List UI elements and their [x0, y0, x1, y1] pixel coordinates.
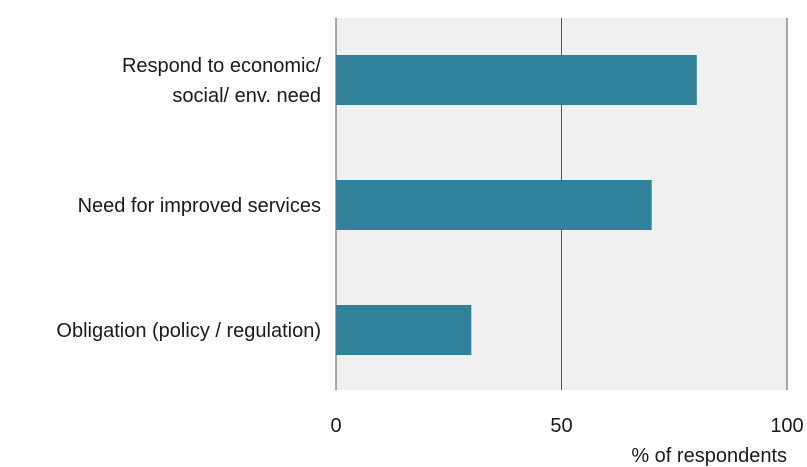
bars: [336, 55, 697, 355]
category-label: Obligation (policy / regulation): [56, 320, 321, 342]
category-label: Need for improved services: [78, 195, 321, 217]
x-tick-label: 0: [330, 415, 341, 437]
x-tick-labels: 0 50 100: [330, 415, 803, 437]
category-labels: Respond to economic/social/ env. need Nee…: [56, 55, 321, 342]
category-label: Respond to economic/social/ env. need: [122, 55, 321, 107]
bar: [336, 305, 472, 355]
x-axis-title: % of respondents: [631, 445, 787, 467]
x-tick-label: 50: [550, 415, 572, 437]
bar: [336, 180, 652, 230]
x-tick-label: 100: [770, 415, 803, 437]
bar: [336, 55, 697, 105]
